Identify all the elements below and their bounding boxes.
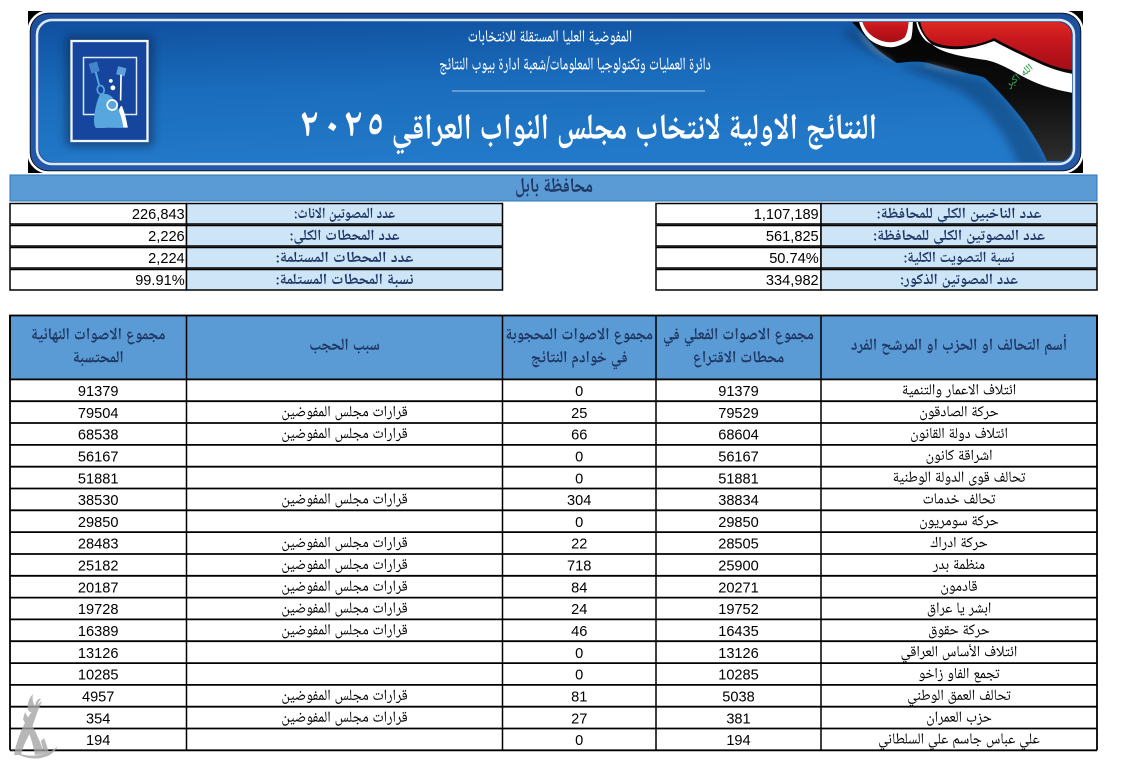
svg-text:304: 304 xyxy=(567,493,591,509)
svg-text:51881: 51881 xyxy=(78,471,119,487)
svg-text:38530: 38530 xyxy=(78,493,119,509)
svg-text:81: 81 xyxy=(571,690,587,706)
svg-text:29850: 29850 xyxy=(78,515,119,531)
svg-text:226,843: 226,843 xyxy=(132,207,185,223)
svg-text:2,226: 2,226 xyxy=(148,229,185,245)
svg-text:0: 0 xyxy=(575,515,583,531)
svg-text:46: 46 xyxy=(571,624,587,640)
svg-text:334,982: 334,982 xyxy=(766,273,819,289)
svg-text:19752: 19752 xyxy=(718,602,759,618)
svg-text:28505: 28505 xyxy=(718,537,759,553)
svg-text:25: 25 xyxy=(571,406,587,422)
svg-text:20271: 20271 xyxy=(718,580,759,596)
svg-text:51881: 51881 xyxy=(718,471,759,487)
svg-text:13126: 13126 xyxy=(718,646,759,662)
svg-text:68538: 68538 xyxy=(78,428,119,444)
svg-text:13126: 13126 xyxy=(78,646,119,662)
svg-text:29850: 29850 xyxy=(718,515,759,531)
svg-text:22: 22 xyxy=(571,537,587,553)
svg-text:10285: 10285 xyxy=(78,668,119,684)
svg-text:0: 0 xyxy=(575,471,583,487)
svg-text:381: 381 xyxy=(726,711,750,727)
svg-text:68604: 68604 xyxy=(718,428,759,444)
svg-text:27: 27 xyxy=(571,711,587,727)
svg-text:20187: 20187 xyxy=(78,580,119,596)
svg-text:0: 0 xyxy=(575,646,583,662)
svg-text:561,825: 561,825 xyxy=(766,229,819,245)
svg-text:19728: 19728 xyxy=(78,602,119,618)
svg-text:4957: 4957 xyxy=(82,690,114,706)
svg-text:91379: 91379 xyxy=(718,384,759,400)
svg-text:25182: 25182 xyxy=(78,559,119,575)
svg-text:0: 0 xyxy=(575,668,583,684)
svg-text:79529: 79529 xyxy=(718,406,759,422)
svg-text:56167: 56167 xyxy=(718,450,759,466)
svg-text:2,224: 2,224 xyxy=(148,251,185,267)
svg-text:0: 0 xyxy=(575,384,583,400)
svg-text:66: 66 xyxy=(571,428,587,444)
svg-text:28483: 28483 xyxy=(78,537,119,553)
svg-text:194: 194 xyxy=(86,733,110,749)
svg-text:718: 718 xyxy=(567,559,591,575)
svg-text:25900: 25900 xyxy=(718,559,759,575)
svg-text:0: 0 xyxy=(575,733,583,749)
svg-text:5038: 5038 xyxy=(722,690,754,706)
svg-text:79504: 79504 xyxy=(78,406,119,422)
svg-text:1,107,189: 1,107,189 xyxy=(754,207,819,223)
svg-text:50.74%: 50.74% xyxy=(769,251,819,267)
svg-text:10285: 10285 xyxy=(718,668,759,684)
svg-text:99.91%: 99.91% xyxy=(135,273,185,289)
svg-text:91379: 91379 xyxy=(78,384,119,400)
svg-text:0: 0 xyxy=(575,450,583,466)
svg-text:194: 194 xyxy=(726,733,750,749)
svg-text:354: 354 xyxy=(86,711,110,727)
svg-text:56167: 56167 xyxy=(78,450,119,466)
svg-text:16389: 16389 xyxy=(78,624,119,640)
svg-text:24: 24 xyxy=(571,602,587,618)
svg-text:38834: 38834 xyxy=(718,493,759,509)
svg-text:16435: 16435 xyxy=(718,624,759,640)
svg-text:84: 84 xyxy=(571,580,587,596)
